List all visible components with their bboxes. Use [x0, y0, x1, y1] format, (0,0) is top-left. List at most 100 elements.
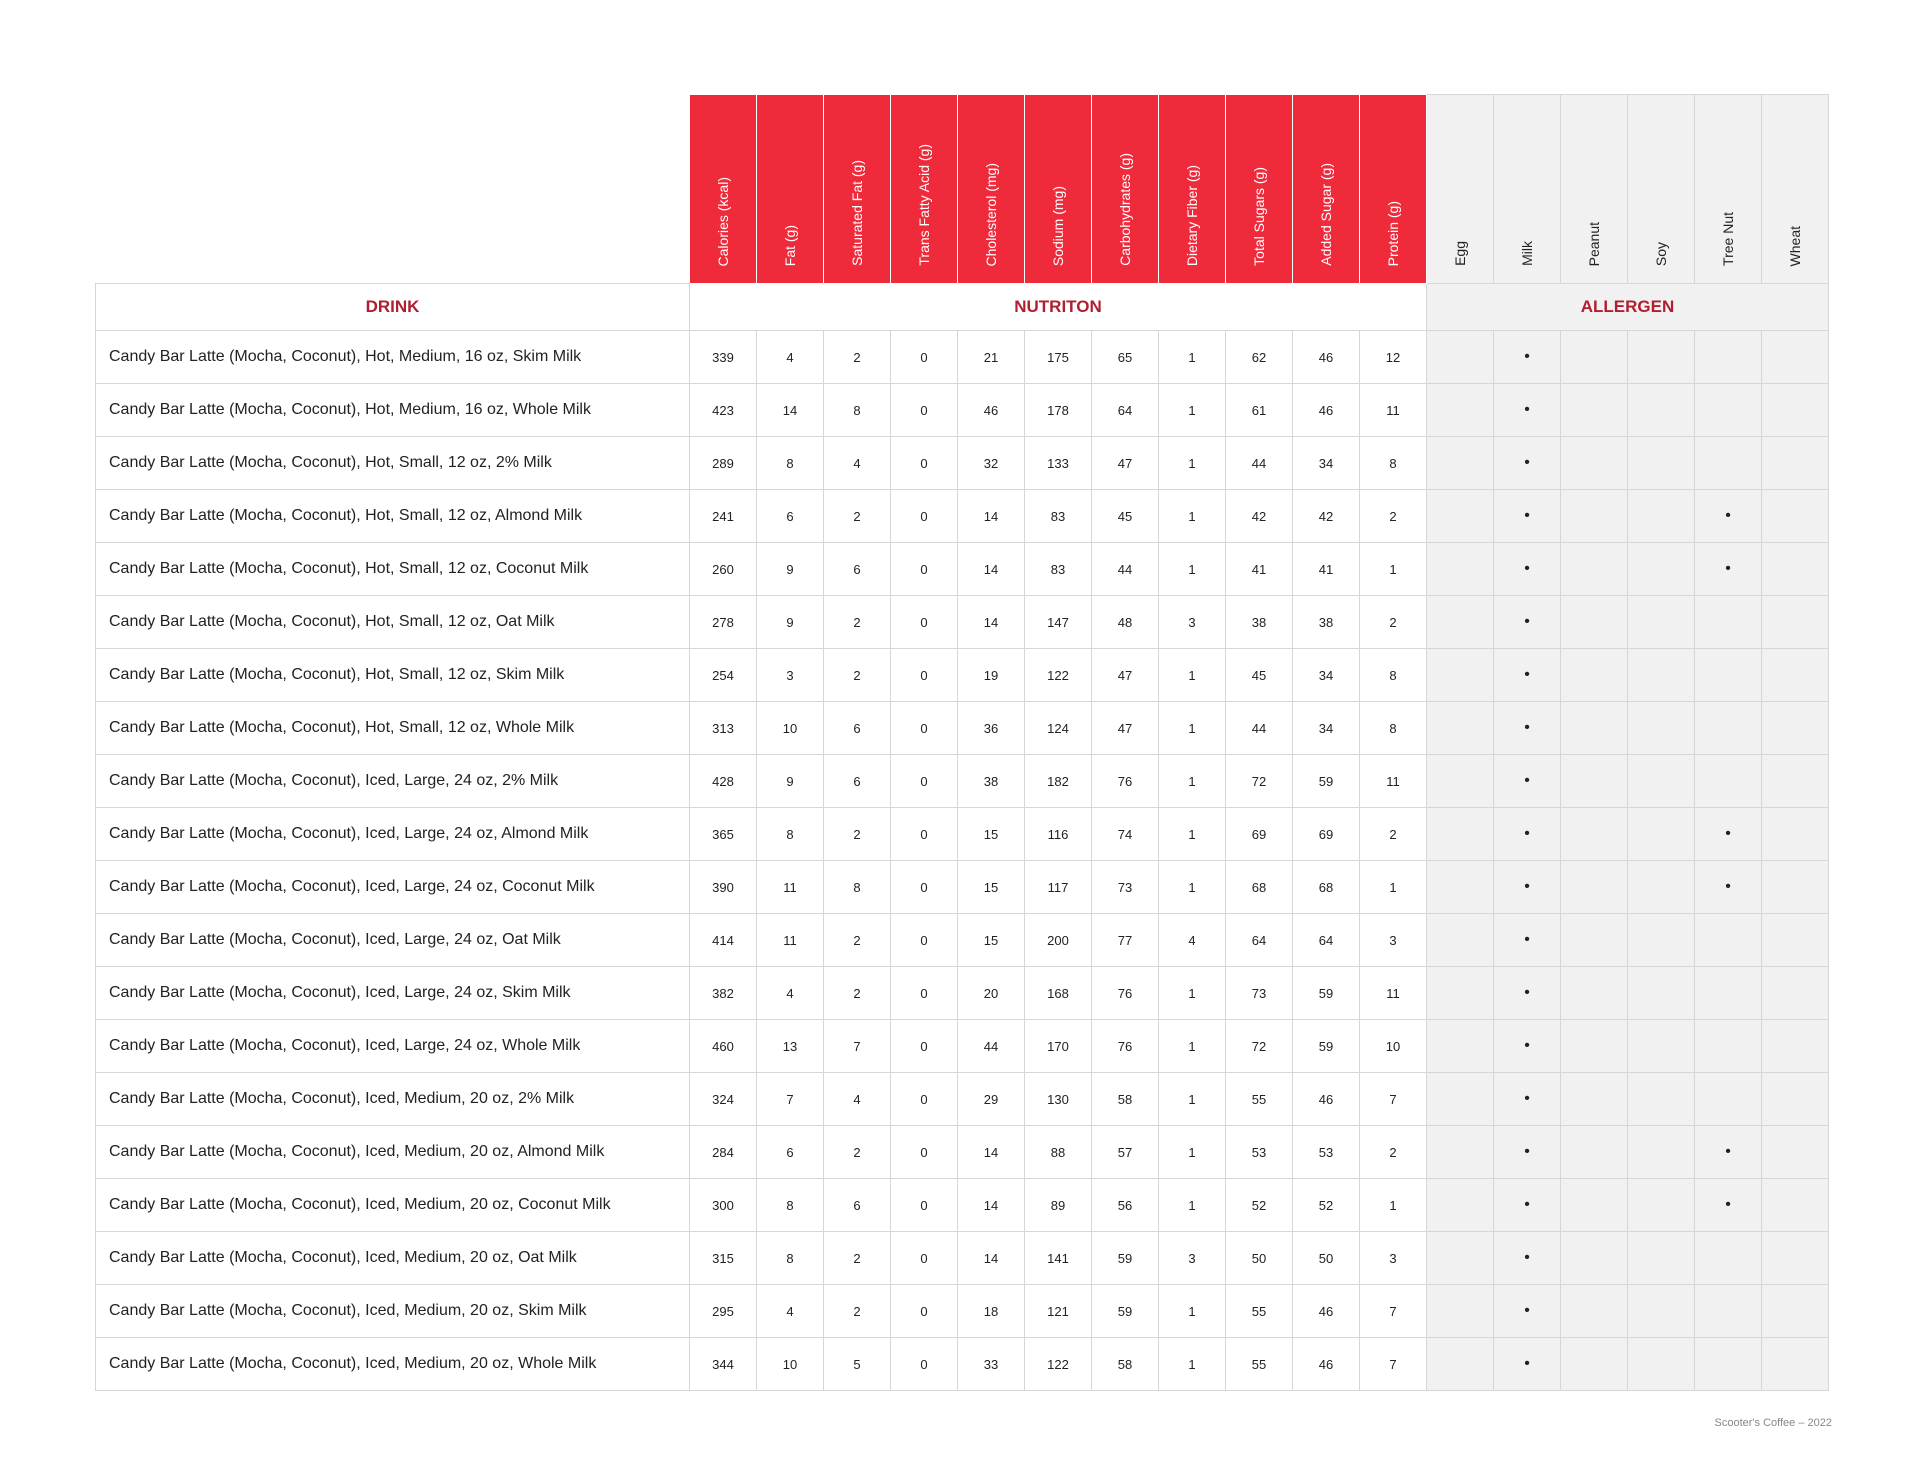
allergen-cell: •: [1694, 807, 1762, 861]
table-row: Candy Bar Latte (Mocha, Coconut), Hot, S…: [95, 436, 1829, 490]
allergen-cell: [1560, 807, 1628, 861]
nutrition-value: 64: [1091, 383, 1159, 437]
nutrition-value: 2: [823, 1231, 891, 1285]
allergen-cell: [1694, 966, 1762, 1020]
nutrition-value: 34: [1292, 648, 1360, 702]
nutrition-value: 15: [957, 807, 1025, 861]
nutrition-value: 36: [957, 701, 1025, 755]
allergen-cell: [1761, 1178, 1829, 1232]
nutrition-value: 69: [1292, 807, 1360, 861]
nutrition-column-header: Cholesterol (mg): [957, 94, 1025, 284]
nutrition-value: 3: [1158, 1231, 1226, 1285]
nutrition-value: 117: [1024, 860, 1092, 914]
nutrition-value: 9: [756, 754, 824, 808]
nutrition-value: 44: [1225, 701, 1293, 755]
nutrition-value: 88: [1024, 1125, 1092, 1179]
nutrition-value: 0: [890, 860, 958, 914]
nutrition-value: 8: [756, 436, 824, 490]
allergen-dot-icon: •: [1524, 878, 1530, 895]
allergen-cell: [1761, 489, 1829, 543]
allergen-cell: [1627, 436, 1695, 490]
nutrition-column-header: Dietary Fiber (g): [1158, 94, 1226, 284]
allergen-cell: [1627, 330, 1695, 384]
nutrition-value: 6: [823, 754, 891, 808]
nutrition-value: 7: [1359, 1337, 1427, 1391]
nutrition-value: 0: [890, 1231, 958, 1285]
nutrition-value: 55: [1225, 1337, 1293, 1391]
nutrition-column-header: Saturated Fat (g): [823, 94, 891, 284]
nutrition-value: 2: [823, 489, 891, 543]
nutrition-value: 53: [1225, 1125, 1293, 1179]
nutrition-value: 1: [1158, 1337, 1226, 1391]
nutrition-value: 52: [1292, 1178, 1360, 1232]
allergen-cell: [1560, 1231, 1628, 1285]
nutrition-value: 390: [689, 860, 757, 914]
column-header-label: Tree Nut: [1720, 212, 1736, 266]
footer-credit: Scooter's Coffee – 2022: [1714, 1417, 1832, 1429]
table-row: Candy Bar Latte (Mocha, Coconut), Hot, M…: [95, 330, 1829, 384]
column-header-label: Wheat: [1787, 225, 1803, 266]
nutrition-value: 59: [1292, 966, 1360, 1020]
allergen-cell: •: [1694, 860, 1762, 914]
allergen-cell: [1761, 330, 1829, 384]
nutrition-value: 44: [1091, 542, 1159, 596]
nutrition-value: 5: [823, 1337, 891, 1391]
nutrition-value: 2: [1359, 1125, 1427, 1179]
allergen-cell: [1694, 1019, 1762, 1073]
nutrition-value: 1: [1158, 383, 1226, 437]
table-row: Candy Bar Latte (Mocha, Coconut), Iced, …: [95, 1284, 1829, 1338]
nutrition-value: 428: [689, 754, 757, 808]
nutrition-value: 64: [1292, 913, 1360, 967]
nutrition-value: 47: [1091, 648, 1159, 702]
nutrition-value: 7: [1359, 1072, 1427, 1126]
nutrition-value: 300: [689, 1178, 757, 1232]
nutrition-value: 89: [1024, 1178, 1092, 1232]
nutrition-value: 0: [890, 966, 958, 1020]
allergen-cell: •: [1493, 860, 1561, 914]
nutrition-value: 0: [890, 1178, 958, 1232]
column-header-row: Calories (kcal) Fat (g) Saturated Fat (g) T…: [95, 94, 1829, 284]
nutrition-value: 241: [689, 489, 757, 543]
table-row: Candy Bar Latte (Mocha, Coconut), Hot, S…: [95, 489, 1829, 543]
allergen-cell: [1426, 1125, 1494, 1179]
allergen-dot-icon: •: [1524, 348, 1530, 365]
allergen-cell: [1761, 1337, 1829, 1391]
allergen-dot-icon: •: [1524, 401, 1530, 418]
table-row: Candy Bar Latte (Mocha, Coconut), Iced, …: [95, 754, 1829, 808]
table-row: Candy Bar Latte (Mocha, Coconut), Iced, …: [95, 1125, 1829, 1179]
nutrition-value: 0: [890, 436, 958, 490]
allergen-cell: •: [1493, 1284, 1561, 1338]
nutrition-column-header: Trans Fatty Acid (g): [890, 94, 958, 284]
table-row: Candy Bar Latte (Mocha, Coconut), Hot, S…: [95, 701, 1829, 755]
nutrition-value: 68: [1225, 860, 1293, 914]
nutrition-column-header: Protein (g): [1359, 94, 1427, 284]
nutrition-value: 0: [890, 542, 958, 596]
allergen-cell: [1761, 595, 1829, 649]
nutrition-value: 46: [957, 383, 1025, 437]
allergen-dot-icon: •: [1725, 878, 1731, 895]
nutrition-value: 1: [1158, 1125, 1226, 1179]
allergen-cell: [1627, 542, 1695, 596]
nutrition-value: 42: [1292, 489, 1360, 543]
nutrition-value: 15: [957, 860, 1025, 914]
nutrition-value: 62: [1225, 330, 1293, 384]
allergen-cell: [1560, 648, 1628, 702]
nutrition-value: 4: [756, 1284, 824, 1338]
allergen-cell: [1627, 1019, 1695, 1073]
nutrition-value: 1: [1158, 330, 1226, 384]
allergen-cell: [1627, 1178, 1695, 1232]
nutrition-value: 83: [1024, 489, 1092, 543]
nutrition-value: 59: [1091, 1231, 1159, 1285]
nutrition-value: 14: [957, 595, 1025, 649]
nutrition-value: 1: [1158, 701, 1226, 755]
allergen-cell: [1627, 701, 1695, 755]
nutrition-value: 0: [890, 1072, 958, 1126]
column-header-label: Trans Fatty Acid (g): [916, 144, 932, 266]
nutrition-value: 2: [823, 913, 891, 967]
nutrition-value: 122: [1024, 1337, 1092, 1391]
nutrition-value: 1: [1158, 436, 1226, 490]
allergen-cell: [1426, 860, 1494, 914]
nutrition-value: 8: [1359, 648, 1427, 702]
nutrition-value: 1: [1158, 542, 1226, 596]
nutrition-value: 59: [1292, 754, 1360, 808]
